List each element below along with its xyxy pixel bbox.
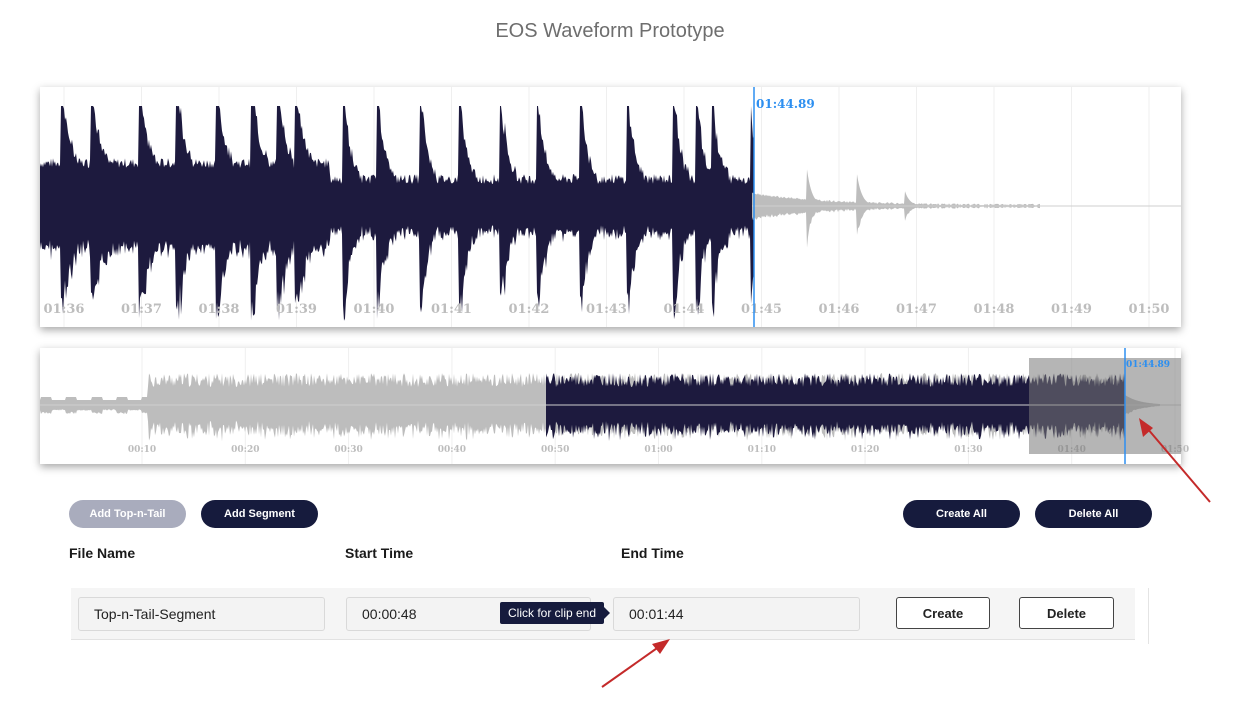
time-tick-label: 01:44: [664, 302, 705, 317]
time-tick-label: 01:45: [741, 302, 782, 317]
end-time-field[interactable]: 00:01:44: [613, 597, 860, 631]
time-tick-label: 01:30: [954, 445, 982, 455]
add-segment-button[interactable]: Add Segment: [201, 500, 318, 528]
column-header-file-name: File Name: [69, 545, 136, 561]
time-tick-label: 00:20: [231, 445, 259, 455]
unplayed-waveform: [752, 169, 1040, 248]
overview-waveform-canvas[interactable]: 00:10 00:20 00:30 00:40 00:50 01:00 01:10 01:20…: [40, 348, 1189, 464]
clip-end-tooltip: Click for clip end: [500, 602, 610, 624]
overview-waveform[interactable]: 00:10 00:20 00:30 00:40 00:50 01:00 01:10 01:20…: [40, 348, 1189, 464]
played-waveform: [40, 106, 754, 321]
create-all-button[interactable]: Create All: [903, 500, 1020, 528]
time-tick-label: 01:41: [431, 302, 472, 317]
delete-all-button[interactable]: Delete All: [1035, 500, 1152, 528]
time-tick-label: 01:50: [1129, 302, 1170, 317]
main-waveform-canvas[interactable]: 01:36 01:37 01:38 01:39 01:40 01:41 01:42 01:43…: [40, 87, 1181, 327]
time-tick-label: 01:42: [509, 302, 550, 317]
time-tick-label: 01:47: [896, 302, 937, 317]
time-tick-label: 01:00: [644, 445, 672, 455]
time-tick-label: 01:39: [276, 302, 317, 317]
time-tick-label: 01:37: [121, 302, 162, 317]
column-header-start-time: Start Time: [345, 545, 414, 561]
time-tick-label: 01:46: [819, 302, 860, 317]
time-tick-label: 01:48: [974, 302, 1015, 317]
time-tick-label: 01:10: [748, 445, 776, 455]
time-tick-label: 01:38: [199, 302, 240, 317]
delete-button[interactable]: Delete: [1019, 597, 1114, 629]
time-tick-label: 01:49: [1051, 302, 1092, 317]
time-tick-label: 01:40: [354, 302, 395, 317]
overview-playhead-time-label: 01:44.89: [1126, 360, 1170, 370]
time-tick-label: 01:43: [586, 302, 627, 317]
annotation-arrow-to-end-time: [601, 645, 661, 688]
time-tick-label: 00:40: [438, 445, 466, 455]
create-button[interactable]: Create: [896, 597, 990, 629]
time-tick-label: 01:36: [44, 302, 85, 317]
add-top-n-tail-button[interactable]: Add Top-n-Tail: [69, 500, 186, 528]
visible-region-window[interactable]: [1029, 358, 1181, 454]
table-row-edge: [1148, 588, 1149, 644]
time-tick-label: 00:30: [334, 445, 362, 455]
page-title: EOS Waveform Prototype: [495, 20, 725, 42]
time-tick-label: 01:20: [851, 445, 879, 455]
time-tick-label: 00:50: [541, 445, 569, 455]
file-name-field[interactable]: Top-n-Tail-Segment: [78, 597, 325, 631]
main-waveform[interactable]: 01:36 01:37 01:38 01:39 01:40 01:41 01:42 01:43…: [40, 87, 1181, 327]
overview-played-waveform: [546, 373, 1125, 441]
time-tick-label: 00:10: [128, 445, 156, 455]
playhead-time-label: 01:44.89: [756, 97, 815, 111]
column-header-end-time: End Time: [621, 545, 684, 561]
